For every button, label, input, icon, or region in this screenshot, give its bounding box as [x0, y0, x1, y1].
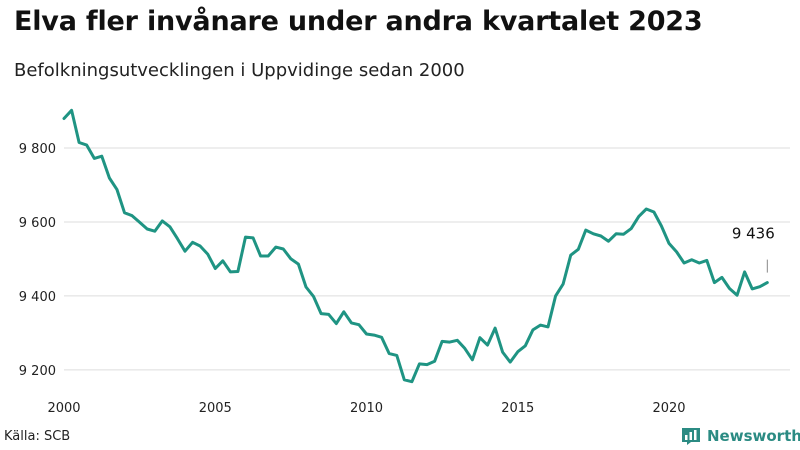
bar-chart-icon — [682, 428, 700, 445]
source-note: Källa: SCB — [4, 429, 71, 444]
brand-name: Newsworthy — [707, 427, 800, 445]
x-tick-label: 2010 — [350, 401, 383, 416]
population-series-line — [62, 108, 769, 384]
last-value-label: 9 436 — [732, 225, 775, 243]
y-tick-label: 9 600 — [19, 216, 56, 231]
y-tick-label: 9 400 — [19, 290, 56, 305]
y-tick-label: 9 800 — [19, 142, 56, 157]
x-tick-label: 2015 — [501, 401, 534, 416]
x-tick-label: 2020 — [652, 401, 685, 416]
chart-subtitle: Befolkningsutvecklingen i Uppvidinge sed… — [14, 60, 465, 81]
y-tick-label: 9 200 — [19, 364, 56, 379]
chart-title: Elva fler invånare under andra kvartalet… — [14, 6, 703, 37]
newsworthy-logo: Newsworthy — [680, 426, 800, 446]
x-tick-label: 2005 — [199, 401, 232, 416]
x-tick-label: 2000 — [47, 401, 80, 416]
